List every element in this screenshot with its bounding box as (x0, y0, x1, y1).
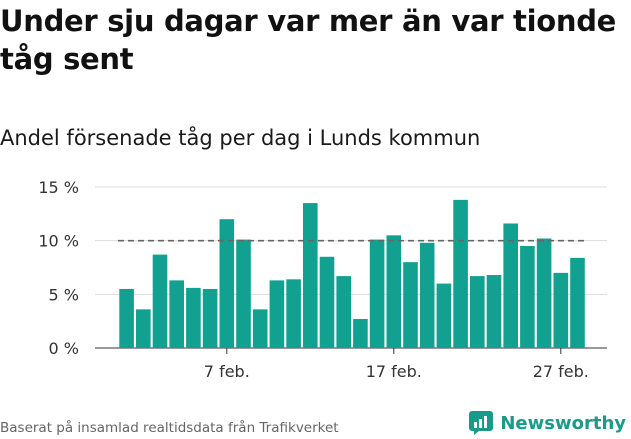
bar (486, 275, 502, 348)
bar (369, 239, 385, 348)
bar (536, 238, 552, 348)
x-tick-label: 17 feb. (366, 362, 422, 381)
newsworthy-logo[interactable]: Newsworthy (468, 408, 626, 438)
y-tick-label: 5 % (49, 285, 79, 304)
bar (436, 283, 452, 348)
y-tick-label: 10 % (38, 232, 79, 251)
bar-chart: 0 % 5 % 10 % 15 % 7 feb. 17 feb. 27 feb. (38, 178, 607, 381)
x-axis-ticks: 7 feb. 17 feb. 27 feb. (204, 348, 589, 381)
bar (503, 223, 518, 348)
bar (252, 309, 268, 348)
bar (453, 199, 468, 348)
bar (186, 287, 201, 348)
bar (169, 280, 184, 348)
bar (553, 272, 569, 348)
bar (403, 262, 418, 348)
source-footer: Baserat på insamlad realtidsdata från Tr… (0, 420, 339, 436)
chart-title: Under sju dagar var mer än var tionde tå… (0, 4, 617, 76)
bar (303, 203, 318, 348)
bar (386, 235, 402, 348)
newsworthy-logo-icon (469, 411, 494, 435)
y-tick-label: 15 % (38, 178, 79, 197)
bar (570, 257, 585, 348)
bars (119, 199, 585, 348)
bar (419, 242, 435, 348)
bar (470, 276, 485, 348)
bar (219, 219, 235, 348)
bar (202, 288, 218, 348)
bar (269, 280, 285, 348)
x-tick-label: 27 feb. (533, 362, 589, 381)
bar (336, 276, 351, 348)
bar (136, 309, 151, 348)
bar (319, 256, 335, 348)
bar (119, 288, 134, 348)
y-tick-label: 0 % (49, 339, 79, 358)
chart-subtitle: Andel försenade tåg per dag i Lunds komm… (0, 126, 481, 150)
x-tick-label: 7 feb. (204, 362, 250, 381)
y-axis-ticks: 0 % 5 % 10 % 15 % (38, 178, 79, 358)
bar (520, 246, 535, 348)
bar (353, 319, 368, 348)
bar (152, 254, 168, 348)
brand-name: Newsworthy (500, 412, 626, 434)
bar (286, 279, 301, 348)
bar (236, 239, 251, 348)
